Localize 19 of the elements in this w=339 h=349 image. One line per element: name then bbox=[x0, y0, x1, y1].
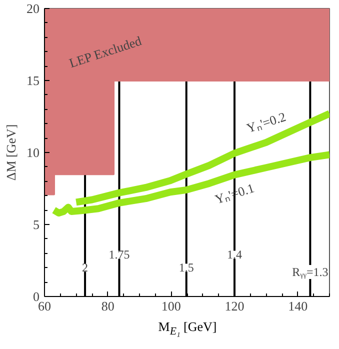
annotation: Rᵧᵧ=1.3 bbox=[292, 265, 328, 280]
annotation: 1.75 bbox=[108, 248, 130, 262]
annotation: 2 bbox=[82, 260, 88, 275]
annotation: 1.5 bbox=[178, 260, 194, 275]
y-tick-label: 5 bbox=[33, 217, 40, 232]
text: Yₙ'=0.1 bbox=[213, 180, 256, 207]
text: Yₙ'=0.2 bbox=[244, 108, 288, 136]
x-tick-label: 100 bbox=[161, 298, 181, 314]
y-tick-label: 15 bbox=[26, 73, 40, 88]
x-axis-title: M$_{E₁}$ [GeV] bbox=[158, 318, 217, 340]
y-axis-title: ΔM [GeV] bbox=[4, 124, 18, 181]
x-tick-label: 140 bbox=[288, 298, 308, 314]
x-tick-label: 60 bbox=[38, 298, 51, 314]
y-tick-label: 0 bbox=[33, 289, 40, 304]
x-tick-label: 80 bbox=[101, 298, 114, 314]
x-tick-label: 120 bbox=[224, 298, 244, 314]
y-tick-label: 20 bbox=[26, 1, 40, 16]
y-tick-label: 10 bbox=[26, 145, 40, 160]
annotation: 1.4 bbox=[227, 248, 242, 262]
